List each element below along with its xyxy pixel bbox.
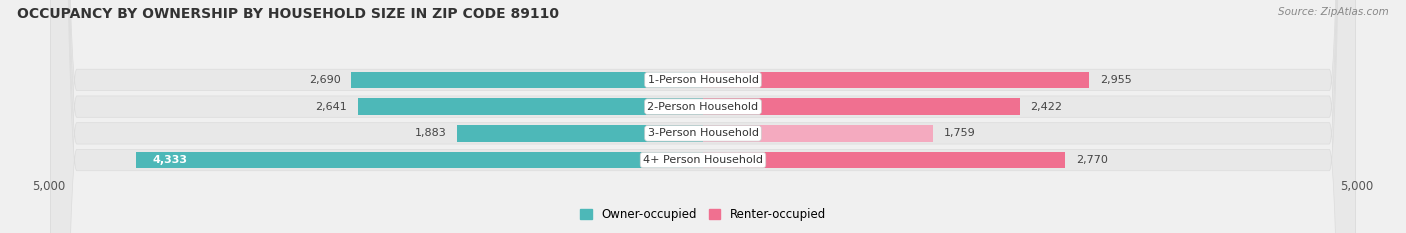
Legend: Owner-occupied, Renter-occupied: Owner-occupied, Renter-occupied (575, 203, 831, 226)
Text: 4,333: 4,333 (152, 155, 187, 165)
Text: 1,759: 1,759 (943, 128, 976, 138)
Bar (703, 98, 1019, 115)
Text: 2,422: 2,422 (1031, 102, 1062, 112)
Text: 2,955: 2,955 (1099, 75, 1132, 85)
Bar (457, 125, 703, 142)
Text: OCCUPANCY BY OWNERSHIP BY HOUSEHOLD SIZE IN ZIP CODE 89110: OCCUPANCY BY OWNERSHIP BY HOUSEHOLD SIZE… (17, 7, 558, 21)
Text: 1,883: 1,883 (415, 128, 446, 138)
Bar (703, 72, 1090, 88)
Bar (357, 98, 703, 115)
Text: Source: ZipAtlas.com: Source: ZipAtlas.com (1278, 7, 1389, 17)
Text: 2-Person Household: 2-Person Household (647, 102, 759, 112)
Text: 2,770: 2,770 (1076, 155, 1108, 165)
Bar (136, 152, 703, 168)
Text: 2,690: 2,690 (309, 75, 340, 85)
FancyBboxPatch shape (51, 0, 1355, 233)
Bar (703, 125, 934, 142)
FancyBboxPatch shape (51, 0, 1355, 233)
Text: 4+ Person Household: 4+ Person Household (643, 155, 763, 165)
Bar (352, 72, 703, 88)
Text: 3-Person Household: 3-Person Household (648, 128, 758, 138)
FancyBboxPatch shape (51, 0, 1355, 233)
Text: 1-Person Household: 1-Person Household (648, 75, 758, 85)
FancyBboxPatch shape (51, 0, 1355, 233)
Text: 2,641: 2,641 (315, 102, 347, 112)
Bar (703, 152, 1066, 168)
